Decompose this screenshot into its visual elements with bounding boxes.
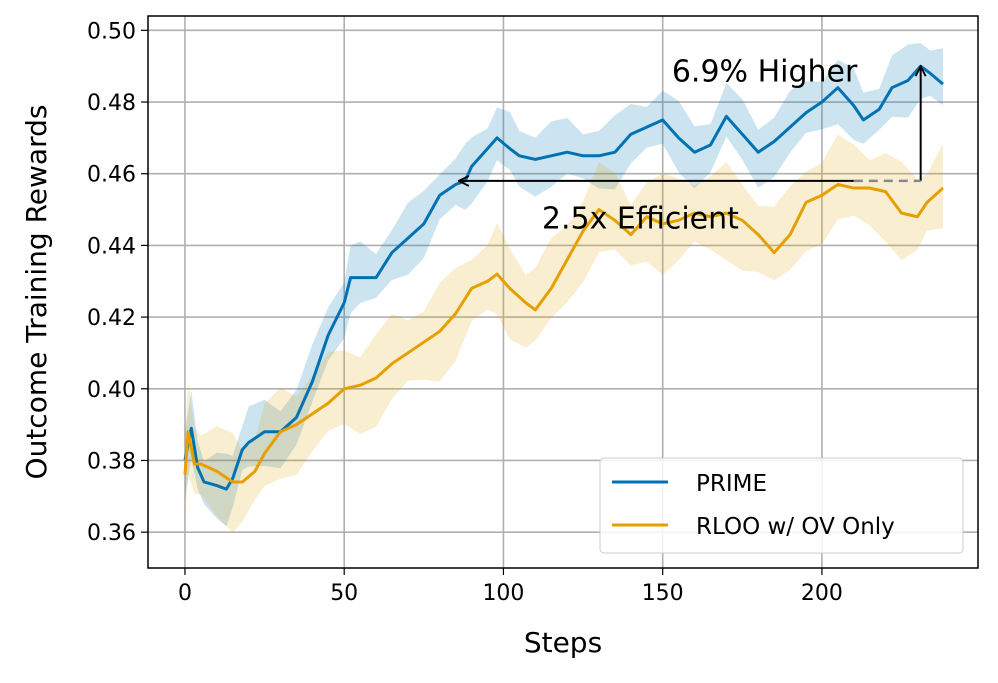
series-lines — [183, 64, 944, 491]
y-axis-label: Outcome Training Rewards — [20, 105, 53, 480]
x-tick-label: 50 — [330, 581, 358, 606]
annotation-text: 6.9% Higher — [672, 55, 858, 90]
x-tick-label: 0 — [178, 581, 192, 606]
legend-box — [599, 457, 964, 554]
band-prime — [184, 43, 943, 527]
y-tick-label: 0.50 — [87, 19, 136, 44]
y-tick-label: 0.46 — [87, 163, 136, 188]
grid — [148, 16, 978, 568]
y-tick-label: 0.38 — [87, 449, 136, 474]
x-tick-label: 150 — [642, 581, 684, 606]
y-tick-label: 0.36 — [87, 521, 136, 546]
x-tick-label: 100 — [482, 581, 524, 606]
annotation-text: 2.5x Efficient — [542, 202, 739, 237]
y-tick-label: 0.44 — [87, 234, 136, 259]
x-tick-label: 200 — [801, 581, 843, 606]
y-tick-label: 0.48 — [87, 91, 136, 116]
x-ticks: 0 50 100 150 200 — [178, 568, 843, 606]
line-rloo — [183, 182, 944, 484]
legend: PRIME RLOO w/ OV Only — [599, 457, 964, 554]
legend-label-rloo: RLOO w/ OV Only — [696, 514, 895, 540]
band-rloo — [184, 134, 943, 533]
y-tick-label: 0.42 — [87, 306, 136, 331]
plot-frame — [147, 15, 979, 569]
line-prime — [183, 64, 944, 491]
y-ticks: 0.36 0.38 0.40 0.42 0.44 0.46 0.48 0.50 — [87, 19, 148, 546]
confidence-bands — [184, 43, 943, 533]
y-tick-label: 0.40 — [87, 378, 136, 403]
annotations: 6.9% Higher 2.5x Efficient — [459, 55, 921, 237]
x-axis-label: Steps — [524, 626, 602, 659]
legend-label-prime: PRIME — [696, 471, 767, 497]
